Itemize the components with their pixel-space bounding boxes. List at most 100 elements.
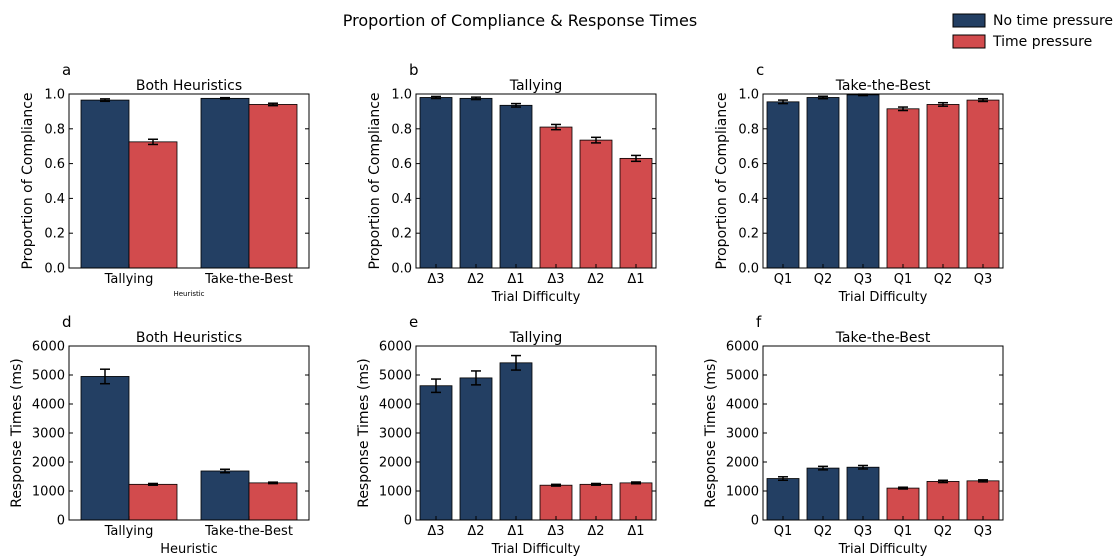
- y-axis-label: Response Times (ms): [9, 358, 25, 508]
- x-tick-label: Q2: [814, 272, 833, 287]
- legend-label-time-pressure: Time pressure: [992, 34, 1092, 50]
- y-tick-label: 0.8: [44, 122, 65, 137]
- x-tick-label: Δ2: [467, 272, 484, 287]
- plot-frame: [762, 93, 1004, 269]
- x-tick-label: Δ3: [427, 272, 444, 287]
- x-tick-label: Tallying: [104, 272, 154, 287]
- x-tick-label: Q2: [934, 272, 953, 287]
- panel-d: 0 1000 2000 3000 4000 5000 6000 Tallying Take-th…: [9, 313, 310, 556]
- x-tick-label: Q1: [894, 524, 913, 539]
- x-tick-label: Q1: [774, 272, 793, 287]
- bar: [128, 141, 178, 269]
- bar: [766, 478, 800, 521]
- panel-title: Tallying: [509, 330, 563, 346]
- bar: [128, 483, 178, 521]
- bar: [806, 97, 840, 269]
- bar: [619, 482, 653, 521]
- y-tick-label: 0.2: [391, 227, 412, 242]
- y-tick-label: 4000: [379, 398, 412, 413]
- panel-c: 0.0 0.2 0.4 0.6 0.8 1.0 Q1 Q2 Q3 Q1 Q2 Q3 Trial Diff…: [714, 61, 1004, 305]
- y-tick-label: 1000: [379, 485, 412, 500]
- bar: [579, 483, 613, 521]
- bar: [80, 99, 130, 269]
- y-axis-label: Proportion of Compliance: [714, 92, 730, 269]
- panel-letter: f: [756, 313, 762, 331]
- bar: [200, 470, 250, 521]
- y-axis-label: Response Times (ms): [703, 358, 719, 508]
- panel-title: Tallying: [509, 78, 563, 94]
- x-tick-label: Take-the-Best: [204, 272, 293, 287]
- panel-letter: b: [409, 61, 419, 79]
- y-tick-label: 0.0: [391, 262, 412, 277]
- x-tick-label: Δ1: [507, 524, 524, 539]
- bar: [966, 480, 1000, 521]
- bar: [579, 139, 613, 269]
- y-tick-label: 4000: [32, 398, 65, 413]
- x-tick-label: Δ3: [547, 524, 564, 539]
- y-tick-label: 0.4: [391, 192, 412, 207]
- y-tick-label: 0: [57, 514, 65, 529]
- y-axis-label: Proportion of Compliance: [367, 92, 383, 269]
- figure-title: Proportion of Compliance & Response Time…: [343, 11, 697, 30]
- y-tick-label: 5000: [379, 369, 412, 384]
- panel-b: 0.0 0.2 0.4 0.6 0.8 1.0 Δ3 Δ2 Δ1 Δ3 Δ2 Δ1 Trial Diff…: [367, 61, 657, 305]
- x-tick-label: Δ2: [587, 272, 604, 287]
- y-tick-label: 5000: [726, 369, 759, 384]
- y-tick-label: 0.2: [44, 227, 65, 242]
- legend-label-no-time-pressure: No time pressure: [993, 13, 1113, 29]
- panel-title: Take-the-Best: [835, 330, 931, 346]
- y-tick-label: 0.6: [738, 157, 759, 172]
- y-tick-label: 0.6: [44, 157, 65, 172]
- x-tick-label: Q3: [974, 524, 993, 539]
- bar: [80, 376, 130, 521]
- bar: [926, 104, 960, 269]
- bar: [766, 101, 800, 269]
- plot-frame: [68, 93, 310, 269]
- panel-f: 0 1000 2000 3000 4000 5000 6000 Q1 Q2 Q3 Q1 Q2 Q3 Tri…: [703, 313, 1004, 556]
- panel-letter: d: [62, 313, 72, 331]
- y-tick-label: 0.4: [44, 192, 65, 207]
- y-tick-label: 1.0: [738, 88, 759, 103]
- x-tick-label: Q3: [854, 524, 873, 539]
- bar: [248, 104, 298, 269]
- bar: [846, 466, 880, 521]
- x-axis-label: Heuristic: [160, 542, 218, 556]
- plot-frame: [415, 93, 657, 269]
- y-tick-label: 6000: [32, 340, 65, 355]
- bar: [886, 108, 920, 269]
- y-tick-label: 6000: [726, 340, 759, 355]
- y-tick-label: 0.4: [738, 192, 759, 207]
- x-tick-label: Δ2: [467, 524, 484, 539]
- bar: [499, 362, 533, 521]
- bar: [886, 487, 920, 521]
- x-tick-label: Δ1: [627, 272, 644, 287]
- bar: [459, 97, 493, 269]
- y-tick-label: 0.2: [738, 227, 759, 242]
- panel-title: Both Heuristics: [136, 78, 242, 94]
- x-tick-label: Δ3: [427, 524, 444, 539]
- bar: [459, 377, 493, 521]
- y-tick-label: 0.8: [391, 122, 412, 137]
- y-tick-label: 1000: [32, 485, 65, 500]
- x-tick-label: Q2: [934, 524, 953, 539]
- y-tick-label: 0: [404, 514, 412, 529]
- y-tick-label: 2000: [32, 456, 65, 471]
- y-tick-label: 0: [751, 514, 759, 529]
- y-tick-label: 5000: [32, 369, 65, 384]
- x-tick-label: Q1: [894, 272, 913, 287]
- x-axis-label: Trial Difficulty: [838, 542, 928, 556]
- legend-swatch-no-time-pressure: [952, 13, 986, 28]
- x-tick-label: Δ3: [547, 272, 564, 287]
- y-tick-label: 6000: [379, 340, 412, 355]
- y-tick-label: 0.6: [391, 157, 412, 172]
- x-tick-label: Δ1: [507, 272, 524, 287]
- y-tick-label: 0.0: [44, 262, 65, 277]
- x-tick-label: Tallying: [104, 524, 154, 539]
- x-tick-label: Δ1: [627, 524, 644, 539]
- y-tick-label: 3000: [726, 427, 759, 442]
- legend: No time pressure Time pressure: [952, 13, 1113, 50]
- y-tick-label: 1.0: [391, 88, 412, 103]
- x-axis-label: Heuristic: [173, 290, 204, 298]
